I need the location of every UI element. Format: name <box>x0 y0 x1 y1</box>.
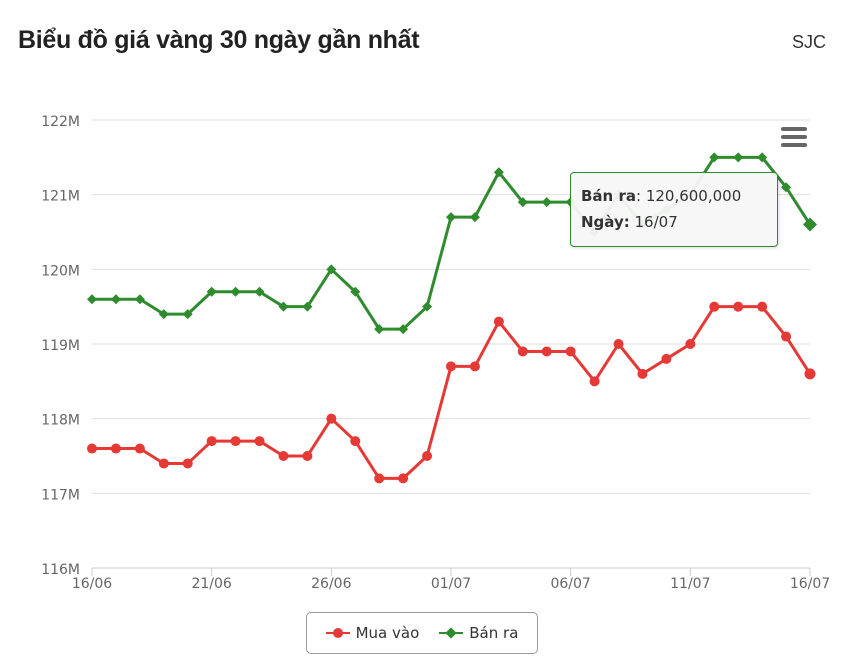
tooltip-series-label: Bán ra <box>581 187 636 205</box>
x-tick-label: 01/07 <box>431 576 471 592</box>
data-point-ban-ra <box>422 301 433 312</box>
data-point-ban-ra <box>278 301 289 312</box>
data-point-ban-ra <box>326 264 337 275</box>
legend-item-ban-ra[interactable]: Bán ra <box>439 624 518 642</box>
y-tick-label: 119M <box>41 338 80 354</box>
x-tick-label: 26/06 <box>311 576 351 592</box>
data-point-mua-vao <box>637 368 648 379</box>
data-point-mua-vao <box>182 458 193 469</box>
data-point-mua-vao <box>589 376 600 387</box>
data-point-ban-ra <box>158 309 169 320</box>
y-tick-label: 120M <box>41 263 80 279</box>
data-point-mua-vao <box>278 451 289 461</box>
data-point-ban-ra <box>110 294 121 305</box>
data-point-ban-ra <box>206 286 217 297</box>
data-point-mua-vao <box>709 301 720 312</box>
tooltip-line-value: Bán ra: 120,600,000 <box>581 187 742 205</box>
data-point-mua-vao <box>398 473 409 484</box>
chart-title: Biểu đồ giá vàng 30 ngày gần nhất <box>18 26 420 54</box>
data-point-mua-vao <box>374 473 385 484</box>
y-tick-label: 122M <box>41 114 80 130</box>
y-axis: 116M 117M 118M 119M 120M 121M 122M <box>41 114 80 578</box>
data-point-mua-vao <box>781 331 792 342</box>
data-point-ban-ra <box>757 152 768 163</box>
tooltip-value: 120,600,000 <box>645 187 742 205</box>
data-point-ban-ra <box>230 286 241 297</box>
data-point-ban-ra <box>709 152 720 163</box>
data-point-mua-vao <box>350 436 361 447</box>
data-point-mua-vao <box>134 443 145 454</box>
tooltip-date: 16/07 <box>634 213 678 231</box>
data-point-mua-vao <box>493 316 504 327</box>
data-point-mua-vao <box>326 413 337 424</box>
data-point-mua-vao <box>565 346 576 357</box>
x-tick-label: 16/07 <box>790 576 830 592</box>
legend-label-ban-ra: Bán ra <box>469 624 519 642</box>
data-point-ban-ra <box>781 182 792 193</box>
legend-item-mua-vao[interactable]: Mua vào <box>325 624 420 642</box>
y-tick-label: 118M <box>41 413 80 429</box>
data-point-ban-ra <box>517 197 528 208</box>
x-tick-label: 21/06 <box>191 576 231 592</box>
data-point-mua-vao <box>110 443 121 454</box>
data-point-mua-vao <box>158 458 169 469</box>
source-label: SJC <box>791 32 826 52</box>
data-point-mua-vao <box>613 339 624 349</box>
data-point-mua-vao <box>685 339 696 349</box>
data-point-mua-vao <box>469 361 480 372</box>
data-point-ban-ra <box>87 294 97 305</box>
legend-marker-diamond-icon <box>439 627 464 639</box>
data-point-mua-vao <box>206 436 217 447</box>
data-point-ban-ra <box>446 212 456 223</box>
data-point-mua-vao <box>757 301 768 312</box>
data-point-mua-vao <box>541 346 552 357</box>
data-point-ban-ra <box>541 197 552 208</box>
chart-menu-icon[interactable] <box>779 127 809 151</box>
legend-label-mua-vao: Mua vào <box>355 624 420 642</box>
data-point-ban-ra <box>469 212 480 223</box>
data-point-ban-ra <box>803 217 817 232</box>
data-point-mua-vao <box>422 451 433 461</box>
y-tick-label: 117M <box>41 487 80 503</box>
data-point-ban-ra <box>350 286 361 297</box>
data-point-ban-ra <box>733 152 744 163</box>
data-point-ban-ra <box>182 309 193 320</box>
data-point-mua-vao <box>517 346 528 357</box>
tooltip-date-label: Ngày: <box>581 213 630 231</box>
data-point-mua-vao <box>661 353 672 364</box>
data-point-mua-vao <box>733 301 744 312</box>
y-tick-label: 121M <box>41 189 80 205</box>
data-point-mua-vao <box>254 436 265 447</box>
x-tick-label: 11/07 <box>670 576 710 592</box>
tooltip: Bán ra: 120,600,000 Ngày: 16/07 <box>570 172 778 247</box>
data-point-ban-ra <box>302 301 313 312</box>
legend: Mua vào Bán ra <box>306 612 538 654</box>
data-point-mua-vao <box>804 368 816 380</box>
data-point-mua-vao <box>87 443 97 454</box>
data-point-mua-vao <box>302 451 313 461</box>
data-point-ban-ra <box>254 286 265 297</box>
x-tick-label: 06/07 <box>550 576 590 592</box>
data-point-mua-vao <box>230 436 241 447</box>
series-line-mua-vao <box>92 305 812 480</box>
data-point-ban-ra <box>134 294 145 305</box>
data-point-ban-ra <box>493 167 504 178</box>
x-tick-label: 16/06 <box>72 576 112 592</box>
data-point-ban-ra <box>398 324 409 335</box>
tooltip-line-date: Ngày: 16/07 <box>581 209 767 235</box>
y-tick-label: 116M <box>41 562 80 578</box>
data-point-mua-vao <box>446 361 456 372</box>
data-point-ban-ra <box>374 324 385 335</box>
legend-marker-circle-icon <box>325 627 350 639</box>
x-axis: 16/06 21/06 26/06 01/07 06/07 11/07 16/07 <box>72 568 830 592</box>
